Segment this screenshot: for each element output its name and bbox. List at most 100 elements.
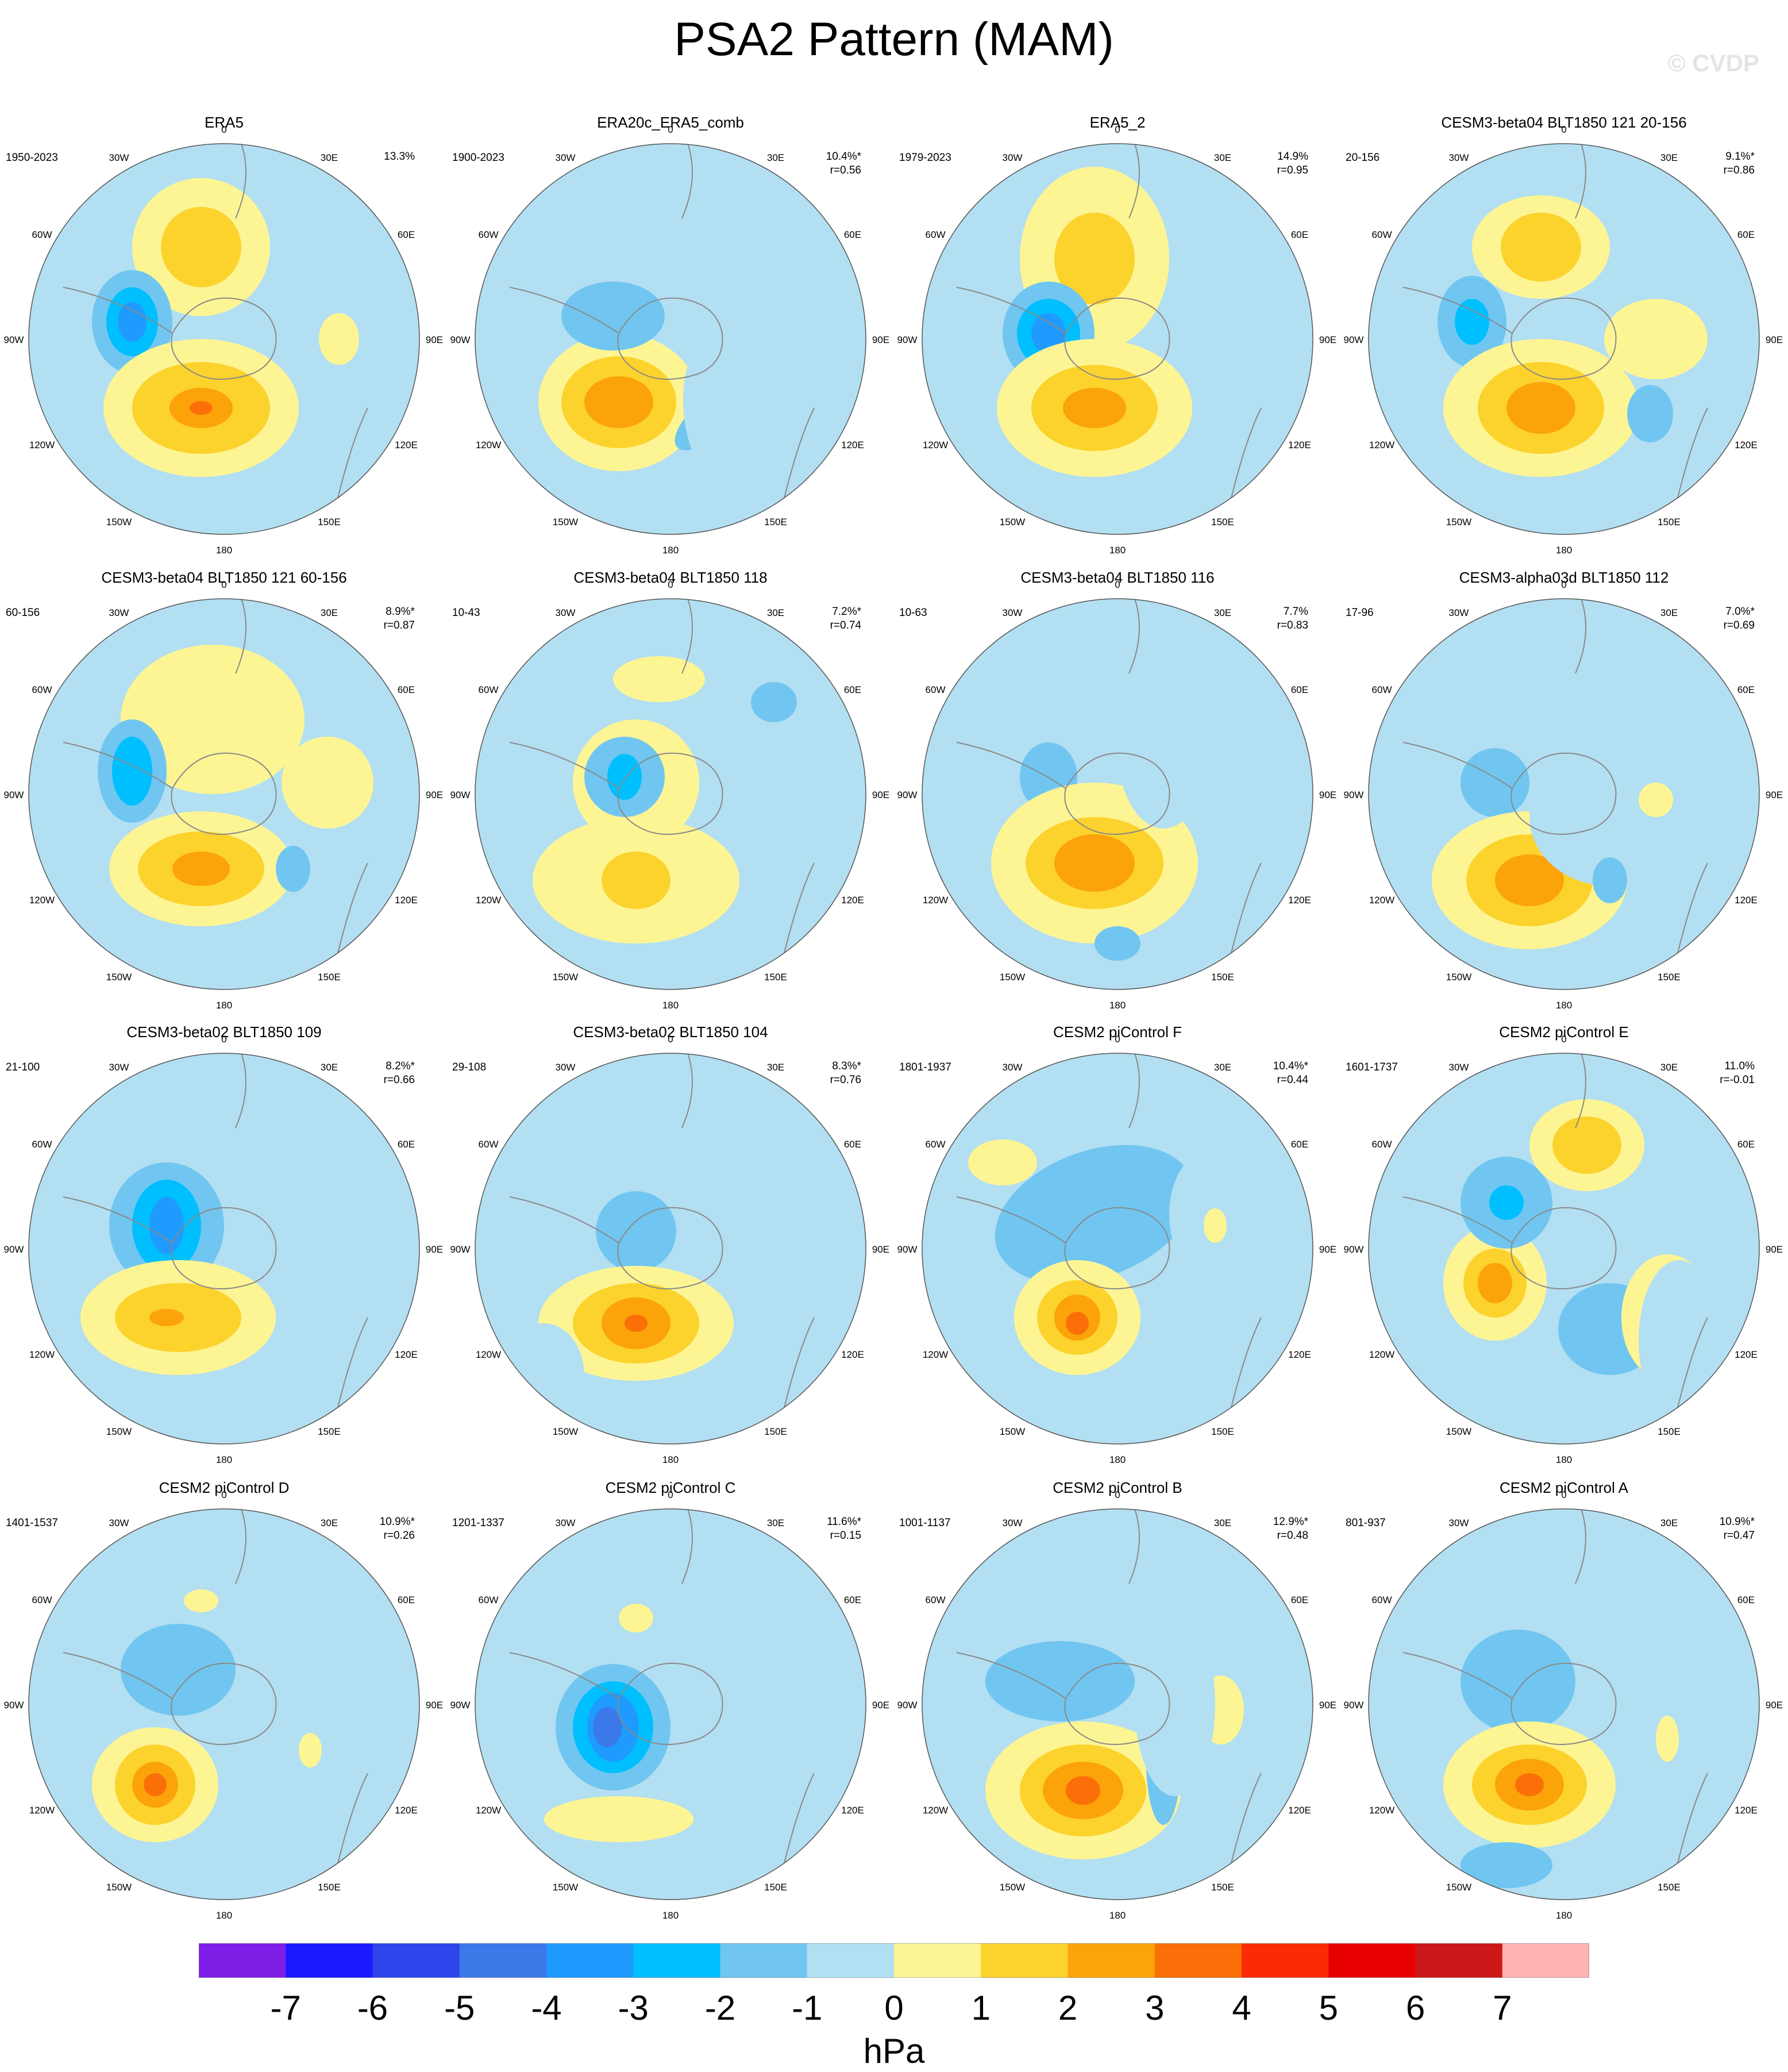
longitude-label: 90E	[872, 1700, 889, 1711]
panel-correlation: r=0.76	[830, 1074, 861, 1086]
longitude-label: 120E	[1735, 895, 1758, 906]
longitude-label: 120W	[1369, 1349, 1394, 1360]
longitude-label: 30W	[109, 1062, 129, 1073]
map-border	[1368, 1053, 1760, 1445]
panel-correlation: r=0.83	[1277, 619, 1308, 631]
antarctica-coastline	[1510, 297, 1617, 380]
colorbar-tick-label: 5	[1319, 1989, 1338, 2027]
longitude-label: 180	[216, 1910, 232, 1921]
contour-region	[995, 1145, 1194, 1284]
panel-title: ERA20c_ERA5_comb	[597, 114, 744, 131]
antarctica-coastline	[1510, 752, 1617, 835]
longitude-label: 0	[1561, 1034, 1566, 1045]
map-panel: CESM3-beta02 BLT1850 104 29-108 8.3%* r=0.7…	[450, 1023, 890, 1465]
contour-region	[1461, 748, 1529, 817]
longitude-label: 90W	[4, 1244, 24, 1255]
panel-variance: 10.4%*	[826, 151, 862, 163]
africa-coastline	[1128, 144, 1140, 219]
map-border	[475, 1053, 866, 1445]
contour-region	[584, 376, 653, 428]
longitude-label: 30W	[556, 152, 576, 163]
contour-region	[1066, 1312, 1089, 1335]
antarctica-coastline	[1064, 752, 1170, 835]
south-america-coastline	[1402, 742, 1513, 789]
longitude-label: 120W	[476, 1349, 501, 1360]
longitude-label: 180	[216, 1454, 232, 1465]
contour-region	[1604, 299, 1708, 379]
longitude-label: 120W	[29, 1349, 55, 1360]
longitude-label: 150E	[318, 1882, 341, 1893]
panel-correlation: r=0.56	[830, 164, 861, 176]
longitude-label: 180	[1109, 1910, 1126, 1921]
longitude-label: 60E	[1291, 1595, 1308, 1605]
longitude-label: 150W	[553, 1882, 578, 1893]
longitude-label: 90E	[426, 1244, 443, 1255]
longitude-label: 150W	[106, 1882, 132, 1893]
longitude-label: 0	[1115, 1489, 1120, 1500]
colorbar-tick-label: -6	[357, 1989, 388, 2027]
longitude-label: 120E	[1735, 440, 1758, 450]
map-border	[922, 598, 1313, 990]
longitude-label: 180	[1556, 1000, 1572, 1011]
map-panel: CESM2 piControl F 1801-1937 10.4%* r=0.44 0 3…	[897, 1023, 1337, 1465]
africa-coastline	[681, 1509, 693, 1584]
longitude-label: 60E	[1737, 229, 1755, 240]
south-america-coastline	[63, 1196, 173, 1243]
panel-period: 1979-2023	[899, 152, 951, 164]
map-border	[28, 143, 420, 535]
contour-region	[1066, 1776, 1100, 1805]
longitude-label: 0	[668, 124, 673, 135]
panel-period: 29-108	[452, 1061, 486, 1073]
colorbar-tick-label: -4	[531, 1989, 562, 2027]
panel-title: CESM2 piControl C	[606, 1479, 736, 1496]
south-america-coastline	[956, 1652, 1066, 1699]
panel-variance: 8.2%*	[386, 1060, 415, 1072]
longitude-label: 150W	[1446, 517, 1471, 527]
africa-coastline	[1575, 144, 1586, 219]
contour-region	[149, 1197, 184, 1254]
map-border	[1368, 1508, 1760, 1900]
longitude-label: 90W	[450, 334, 471, 345]
longitude-label: 150E	[1211, 1426, 1234, 1437]
contour-field	[29, 599, 419, 989]
panel-variance: 11.6%*	[827, 1516, 861, 1528]
longitude-label: 120W	[1369, 440, 1394, 450]
contour-region	[144, 1773, 167, 1796]
map-panel: CESM2 piControl C 1201-1337 11.6%* r=0.15 0 3…	[450, 1479, 890, 1921]
longitude-label: 90W	[4, 1700, 24, 1711]
longitude-label: 90E	[1766, 1700, 1783, 1711]
longitude-label: 150W	[106, 972, 132, 983]
map-border	[475, 598, 866, 990]
panel-title: CESM3-beta04 BLT1850 116	[1020, 569, 1214, 586]
longitude-label: 90E	[1766, 789, 1783, 800]
panel-period: 1001-1137	[899, 1517, 950, 1529]
contour-region	[121, 1624, 236, 1716]
south-america-coastline	[956, 742, 1066, 789]
map-panel: CESM3-alpha03d BLT1850 112 17-96 7.0%*r=0.…	[1344, 569, 1783, 1011]
antarctica-coastline	[1064, 1207, 1170, 1289]
panel-title: ERA5_2	[1090, 114, 1146, 131]
map-border	[922, 1508, 1313, 1900]
longitude-label: 30E	[1214, 607, 1231, 618]
contour-field	[922, 1053, 1313, 1444]
longitude-label: 30W	[109, 1518, 129, 1528]
longitude-label: 90W	[1344, 1700, 1364, 1711]
antarctica-coastline	[171, 752, 277, 835]
longitude-label: 90W	[1344, 789, 1364, 800]
contour-region	[544, 1796, 693, 1842]
contour-region	[1478, 1263, 1512, 1303]
longitude-label: 0	[1115, 124, 1120, 135]
colorbar-tick-label: -1	[792, 1989, 823, 2027]
panel-variance: 12.9%*	[1273, 1516, 1309, 1528]
longitude-label: 0	[668, 1489, 673, 1500]
panel-variance: 8.3%*	[832, 1060, 861, 1072]
longitude-label: 60W	[926, 1595, 946, 1605]
colorbar-swatch	[633, 1943, 720, 1978]
contour-region	[1095, 926, 1140, 961]
longitude-label: 30W	[556, 1518, 576, 1528]
map-border	[1368, 598, 1760, 990]
antarctica-coastline	[1064, 1662, 1170, 1745]
contour-region	[1455, 299, 1489, 345]
longitude-label: 30E	[767, 152, 784, 163]
contour-region	[1627, 385, 1673, 442]
